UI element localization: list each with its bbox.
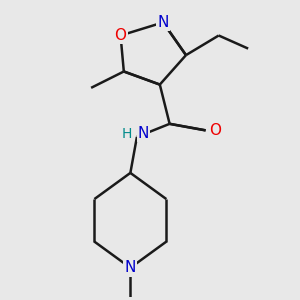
Text: N: N <box>158 15 169 30</box>
Text: H: H <box>122 127 132 141</box>
Text: N: N <box>138 126 149 141</box>
Text: O: O <box>209 123 221 138</box>
Text: O: O <box>115 28 127 43</box>
Text: N: N <box>125 260 136 275</box>
